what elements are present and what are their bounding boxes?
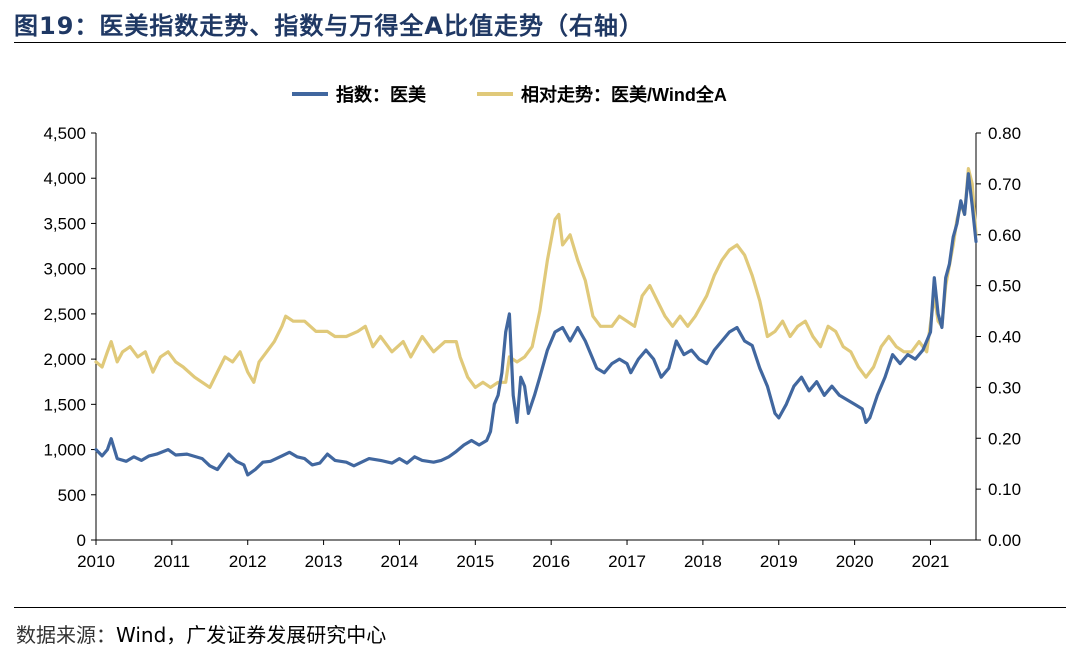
x-tick-label: 2014 [381,552,419,571]
source-note: 数据来源：Wind，广发证券发展研究中心 [16,619,386,648]
series-line-index [94,172,978,477]
y-right-tick-label: 0.10 [988,480,1021,499]
series-group [94,167,978,477]
y-right-tick-label: 0.70 [988,175,1021,194]
chart: 指数：医美 相对走势：医美/Wind全A 0 500 1,000 1,500 2,000 2… [43,84,1021,571]
y-left-tick-label: 2,000 [43,350,86,369]
series-line-ratio [94,167,978,389]
x-tick-label: 2010 [77,552,115,571]
y-left-tick-label: 500 [58,486,86,505]
y-left-tick-label: 3,000 [43,260,86,279]
y-right-tick-label: 0.00 [988,531,1021,550]
figure-header: 图19：医美指数走势、指数与万得全A比值走势（右轴） [0,0,1080,44]
y-left-tick-label: 1,500 [43,395,86,414]
x-tick-label: 2020 [836,552,874,571]
x-tick-label: 2019 [760,552,798,571]
y-right-tick-label: 0.20 [988,429,1021,448]
y-left-tick-label: 0 [77,531,86,550]
y-right-tick-label: 0.40 [988,328,1021,347]
figure-title: 图19：医美指数走势、指数与万得全A比值走势（右轴） [14,12,644,40]
bottom-rule [14,607,1066,608]
x-tick-label: 2015 [456,552,494,571]
x-tick-label: 2013 [305,552,343,571]
legend-label: 指数：医美 [336,84,426,105]
y-left-tick-label: 1,000 [43,441,86,460]
x-tick-label: 2018 [684,552,722,571]
x-tick-label: 2017 [608,552,646,571]
source-label: 数据来源： [16,623,116,647]
x-tick-label: 2021 [912,552,950,571]
y-right-tick-label: 0.30 [988,378,1021,397]
y-left-tick-label: 3,500 [43,214,86,233]
axes: 0 500 1,000 1,500 2,000 2,500 3,000 3,500 4,000 4… [43,124,1021,571]
y-right-tick-label: 0.50 [988,277,1021,296]
y-right-tick-label: 0.80 [988,124,1021,143]
y-left-tick-label: 2,500 [43,305,86,324]
x-tick-label: 2011 [154,552,191,571]
legend: 指数：医美 相对走势：医美/Wind全A [292,84,727,105]
source-text: Wind，广发证券发展研究中心 [116,623,387,647]
x-tick-label: 2016 [532,552,570,571]
top-rule [14,42,1066,43]
legend-label: 相对走势：医美/Wind全A [521,84,727,105]
y-left-tick-label: 4,000 [43,169,86,188]
x-tick-label: 2012 [229,552,267,571]
y-left-tick-label: 4,500 [43,124,86,143]
y-right-tick-label: 0.60 [988,226,1021,245]
